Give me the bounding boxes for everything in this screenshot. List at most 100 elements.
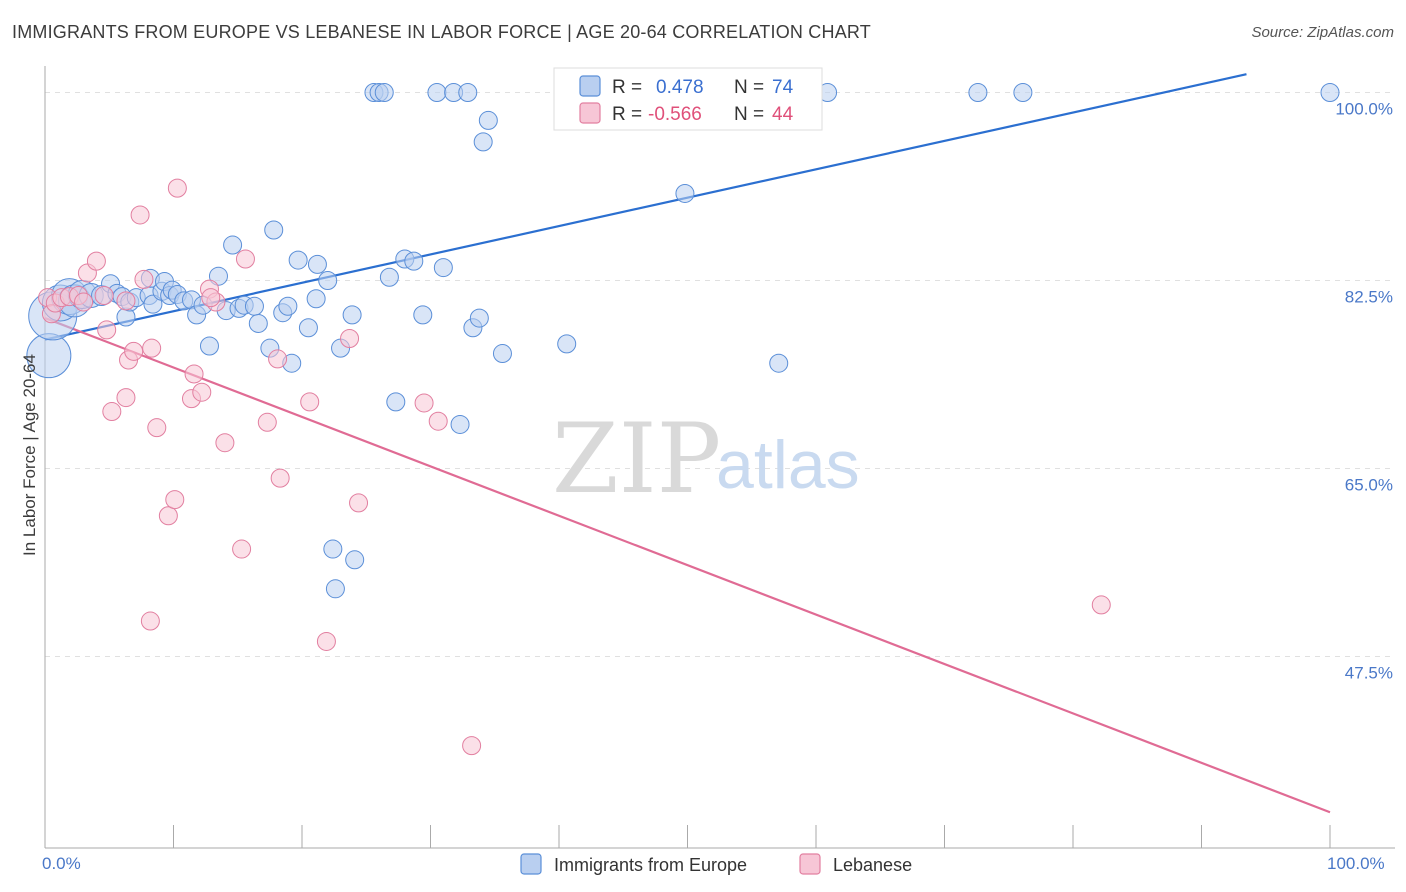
legend-n-value-blue: 74 xyxy=(772,77,794,98)
series-lebanese xyxy=(38,178,1111,756)
point-1-17 xyxy=(134,269,154,289)
point-0-63 xyxy=(325,579,345,599)
point-1-41 xyxy=(462,736,482,756)
point-0-45 xyxy=(342,305,362,325)
point-0-51 xyxy=(404,251,424,271)
legend-bottom-label-pink: Lebanese xyxy=(833,855,912,875)
point-1-25 xyxy=(184,364,204,384)
point-0-41 xyxy=(306,289,326,309)
y-tick-label-2: 65.0% xyxy=(1345,475,1393,494)
legend-bottom: Immigrants from Europe Lebanese xyxy=(520,853,912,875)
series-immigrants-from-europe xyxy=(26,82,1340,599)
point-0-32 xyxy=(244,296,264,316)
legend-swatch-blue xyxy=(579,75,601,97)
legend-r-label-pink: R = xyxy=(612,104,642,125)
x-tick-label-max: 100.0% xyxy=(1327,854,1385,873)
point-0-66 xyxy=(675,183,695,203)
point-0-26 xyxy=(199,336,219,356)
point-0-65 xyxy=(557,334,577,354)
point-1-40 xyxy=(428,411,448,431)
trend-line-0 xyxy=(44,73,1247,341)
point-0-69 xyxy=(968,82,988,102)
trend-lines xyxy=(44,73,1331,814)
point-0-57 xyxy=(458,82,478,102)
point-0-54 xyxy=(433,258,453,278)
point-1-34 xyxy=(270,468,290,488)
point-0-53 xyxy=(427,82,447,102)
point-0-33 xyxy=(248,313,268,333)
point-0-40 xyxy=(298,318,318,338)
grid-lines xyxy=(45,91,1395,657)
point-1-43 xyxy=(201,288,221,308)
point-1-29 xyxy=(215,433,235,453)
point-0-49 xyxy=(386,392,406,412)
point-0-64 xyxy=(492,344,512,364)
point-0-72 xyxy=(469,308,489,328)
y-tick-label-0: 100.0% xyxy=(1335,99,1393,118)
y-tick-label-1: 82.5% xyxy=(1345,287,1393,306)
legend-swatch-pink xyxy=(579,102,601,124)
legend-r-value-blue: 0.478 xyxy=(656,77,704,98)
point-1-12 xyxy=(116,291,136,311)
point-1-35 xyxy=(300,392,320,412)
point-1-15 xyxy=(124,341,144,361)
legend-r-value-pink: -0.566 xyxy=(648,104,702,125)
point-0-59 xyxy=(473,132,493,152)
x-tick-labels: 0.0% 100.0% xyxy=(42,854,1385,873)
chart-source: Source: ZipAtlas.com xyxy=(1251,24,1394,41)
point-0-52 xyxy=(413,305,433,325)
chart-title: IMMIGRANTS FROM EUROPE VS LEBANESE IN LA… xyxy=(12,22,871,42)
trend-line-1 xyxy=(44,317,1331,814)
point-0-43 xyxy=(318,270,338,290)
legend-n-label-pink: N = xyxy=(734,104,764,125)
point-0-37 xyxy=(278,296,298,316)
point-0-35 xyxy=(264,220,284,240)
point-1-8 xyxy=(86,251,106,271)
point-0-42 xyxy=(307,254,327,274)
legend-top: R = 0.478 N = 74 R = -0.566 N = 44 xyxy=(553,67,823,131)
legend-bottom-swatch-pink xyxy=(799,853,821,875)
point-0-70 xyxy=(1013,82,1033,102)
y-axis-label: In Labor Force | Age 20-64 xyxy=(20,354,39,556)
point-0-61 xyxy=(323,539,343,559)
point-0-48 xyxy=(379,267,399,287)
watermark-zip: ZIP xyxy=(552,403,721,515)
y-tick-label-3: 47.5% xyxy=(1345,663,1393,682)
axes xyxy=(44,66,1395,849)
point-1-32 xyxy=(257,412,277,432)
legend-n-label-blue: N = xyxy=(734,77,764,98)
point-1-37 xyxy=(340,328,360,348)
point-1-36 xyxy=(316,631,336,651)
legend-bottom-label-blue: Immigrants from Europe xyxy=(554,855,747,875)
point-1-31 xyxy=(235,249,255,269)
point-1-33 xyxy=(268,349,288,369)
point-1-42 xyxy=(1091,595,1111,615)
point-0-27 xyxy=(208,266,228,286)
point-1-6 xyxy=(74,292,94,312)
point-1-13 xyxy=(116,388,136,408)
point-0-39 xyxy=(288,250,308,270)
point-1-11 xyxy=(102,402,122,422)
point-1-9 xyxy=(94,286,114,306)
point-0-29 xyxy=(223,235,243,255)
point-1-16 xyxy=(130,205,150,225)
point-0-62 xyxy=(345,550,365,570)
point-0-60 xyxy=(478,110,498,130)
legend-r-label-blue: R = xyxy=(612,77,642,98)
point-1-26 xyxy=(192,382,212,402)
x-tick-label-min: 0.0% xyxy=(42,854,81,873)
y-tick-labels: 100.0% 82.5% 65.0% 47.5% xyxy=(1335,99,1393,682)
point-0-16 xyxy=(143,294,163,314)
point-1-10 xyxy=(97,320,117,340)
point-0-73 xyxy=(374,82,394,102)
point-1-23 xyxy=(167,178,187,198)
point-1-22 xyxy=(165,490,185,510)
legend-n-value-pink: 44 xyxy=(772,104,794,125)
point-0-56 xyxy=(450,414,470,434)
point-1-38 xyxy=(349,493,369,513)
watermark: ZIP atlas xyxy=(552,403,860,515)
point-0-71 xyxy=(1320,82,1340,102)
point-1-19 xyxy=(142,338,162,358)
watermark-atlas: atlas xyxy=(716,427,860,503)
